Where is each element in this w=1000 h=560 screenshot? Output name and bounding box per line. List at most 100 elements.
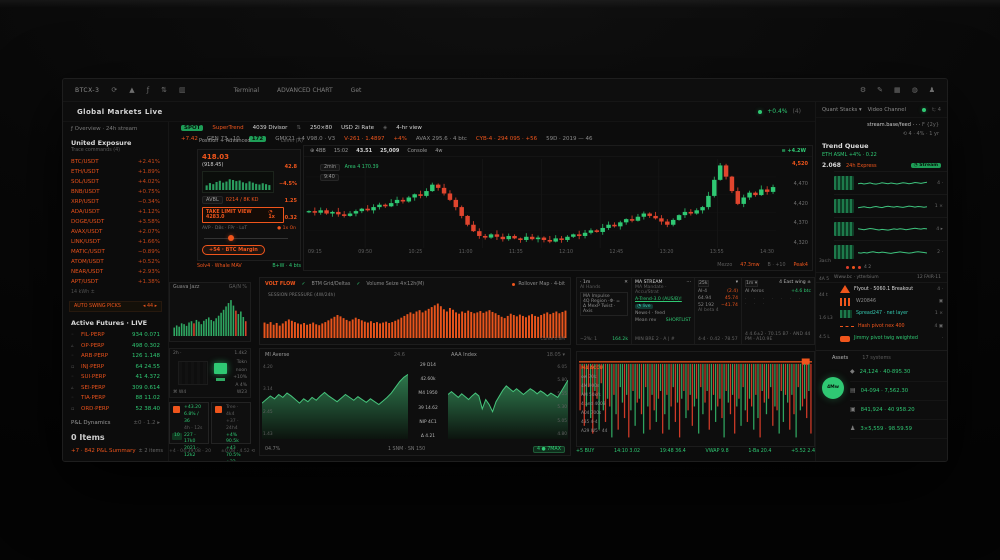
futures-item[interactable]: ◦ TIA·PERP 88 11.02 xyxy=(71,393,160,404)
chart-console-tab[interactable]: Console xyxy=(407,148,428,154)
toolbar-symbol[interactable]: BTCX-3 xyxy=(75,86,100,94)
pnl-row[interactable]: P&L Dynamics ±0 · 1.2 ▸ xyxy=(63,414,168,428)
signal-box[interactable]: MA Impulse 4Q Region ·Φ· = Δ MexP Twist … xyxy=(580,292,628,316)
watchlist-item[interactable]: XRP/USDT −0.34% xyxy=(71,197,160,207)
watchlist-item[interactable]: NEAR/USDT +2.93% xyxy=(71,267,160,277)
chart-plot-area[interactable] xyxy=(306,159,776,248)
watchlist-item[interactable]: LINK/USDT +1.66% xyxy=(71,237,160,247)
watchlist-item[interactable]: ETH/USDT +1.89% xyxy=(71,167,160,177)
futures-item[interactable]: ◦ FIL·PERP 934 0.071 xyxy=(71,330,160,341)
close-icon[interactable]: ✕ xyxy=(624,280,628,285)
watchlist-item[interactable]: MATIC/USDT −0.89% xyxy=(71,247,160,257)
slider-handle[interactable] xyxy=(228,235,235,241)
stat-card-2[interactable]: Tree · 4k4+37 · 24h4+4% 90.5k+43 70.5%+2… xyxy=(211,402,251,461)
volume-meta-1[interactable]: BTM Grid/Deltas xyxy=(311,281,351,287)
volume-bars[interactable] xyxy=(263,292,567,338)
session-chip[interactable]: 9:40 xyxy=(320,174,339,181)
watchlist-item[interactable]: AVAX/USDT +2.07% xyxy=(71,227,160,237)
function-icon[interactable]: ƒ xyxy=(146,86,150,94)
refresh-icon[interactable]: ⟳ xyxy=(111,86,118,94)
edit-icon[interactable]: ✎ xyxy=(877,86,883,94)
ticker-item[interactable]: AVAX 295.6 · 4 btc xyxy=(415,135,467,142)
ticker-item[interactable]: CYB-4 · 294 095 · +56 xyxy=(475,135,538,142)
interval-chip[interactable]: 2min xyxy=(320,164,341,171)
feed-row[interactable]: Spread247 · net layer 1 × xyxy=(840,308,947,320)
tab-1m[interactable]: · 1m xyxy=(580,280,591,285)
trend-link[interactable]: A-Trend-3.0 (AUS/B)! xyxy=(635,297,682,302)
stream-chip[interactable]: ◔ Stream xyxy=(910,163,941,168)
flow-bars[interactable] xyxy=(579,354,812,444)
meanrev-row[interactable]: Mean rev xyxy=(635,318,657,323)
ticker-item[interactable]: V-261 · 1.4897 xyxy=(344,135,385,142)
ticker-item[interactable]: ⇅ xyxy=(296,124,301,131)
stream-row[interactable]: 4 · xyxy=(834,171,947,194)
cursor-icon[interactable]: ▲ xyxy=(129,86,135,94)
limit-order-button[interactable]: TAKE LIMIT VIEW 4283.0 ◔ 1x xyxy=(202,207,284,223)
futures-item[interactable]: ▵ OP·PERP 498 0.302 xyxy=(71,341,160,352)
ticker-item[interactable]: 4039 Divisor xyxy=(252,124,288,131)
depth-row[interactable]: 52 192 −41.74 xyxy=(698,303,738,308)
ticker-item[interactable]: ◈ xyxy=(383,124,388,131)
watchlist-item[interactable]: ATOM/USDT +0.52% xyxy=(71,257,160,267)
depth-mini-chart[interactable] xyxy=(202,171,274,193)
leverage-chip[interactable]: ● 1x On xyxy=(277,226,296,231)
futures-item[interactable]: ▫ ORD·PERP 52 38.40 xyxy=(71,404,160,415)
stat-card-1[interactable]: +43.20 6.8% / 36 4h · 12s 227 · 17k0 2021 · … xyxy=(169,402,209,458)
volume-meta-2[interactable]: Volume Seize 4×12h(M) xyxy=(366,281,425,287)
ticker-item[interactable]: SPOT xyxy=(181,124,204,131)
video-channel-link[interactable]: Video Channel xyxy=(867,106,906,113)
avatar[interactable]: 4Mw xyxy=(822,376,844,399)
auto-swing-banner[interactable]: AUTO SWING PICKS ◂ 44 ▸ xyxy=(69,301,162,312)
menu-get[interactable]: Get xyxy=(350,86,362,94)
futures-item[interactable]: ▫ INJ·PERP 64 24.55 xyxy=(71,362,160,373)
left-area-series[interactable] xyxy=(262,361,408,439)
watchlist-item[interactable]: BNB/USDT +0.75% xyxy=(71,187,160,197)
chart-symbol[interactable]: ⊕ 4BB xyxy=(310,148,326,154)
banner-pager[interactable]: ◂ 44 ▸ xyxy=(143,304,157,309)
sort-icon[interactable]: ⇅ xyxy=(161,86,168,94)
size-slider[interactable] xyxy=(202,235,296,242)
ticker-item[interactable]: GEN 73 · 10 xyxy=(206,135,240,142)
watchlist-item[interactable]: SOL/USDT +4.02% xyxy=(71,177,160,187)
more-icon[interactable]: ⋯ xyxy=(686,280,691,285)
depth-row[interactable]: 64.94 45.74 xyxy=(698,296,738,301)
watchlist-item[interactable]: DOGE/USDT +3.58% xyxy=(71,217,160,227)
globe-icon[interactable]: ◍ xyxy=(911,86,918,94)
stream-row[interactable]: 4 ▸ xyxy=(834,217,947,240)
stream-row[interactable]: 2 · xyxy=(834,240,947,263)
ticker-item[interactable]: 59D · 2019 — 46 xyxy=(546,135,593,142)
caret-down-icon[interactable]: ▾ xyxy=(735,280,738,285)
watchlist-item[interactable]: APT/USDT +1.38% xyxy=(71,277,160,287)
chart-timeframe[interactable]: 4w xyxy=(435,148,443,154)
account-row[interactable]: ♟ 3×5,559 · 98.59.59 xyxy=(850,420,947,439)
quant-stacks-menu[interactable]: Quant Stacks ▾ xyxy=(822,106,862,113)
breadth-bars[interactable] xyxy=(173,292,247,336)
gear-icon[interactable]: ⚙ xyxy=(859,86,867,94)
futures-item[interactable]: ◦ ARB·PERP 126 1.148 xyxy=(71,351,160,362)
right-area-dropdown[interactable]: 18.05 ▾ xyxy=(546,352,565,358)
layout-icon[interactable]: ▥ xyxy=(179,86,186,94)
ticker-item[interactable]: GMX21 +4 V98.0 · V3 xyxy=(275,135,336,142)
feed-row[interactable]: Jimmy pivot twig weighted · xyxy=(840,333,947,345)
watchlist-item[interactable]: ADA/USDT +1.12% xyxy=(71,207,160,217)
ticker-item[interactable]: SuperTrend xyxy=(212,124,244,131)
ticker-item[interactable]: 250×80 xyxy=(310,124,333,131)
depth-select[interactable]: 25k xyxy=(698,280,709,287)
stream-row[interactable]: 1 × xyxy=(834,194,947,217)
submit-order-button[interactable]: +54 · BTC Margin xyxy=(202,245,265,255)
futures-item[interactable]: ▵ SEI·PERP 309 0.614 xyxy=(71,383,160,394)
depth-row[interactable]: AI-4 (2.4) xyxy=(698,289,738,294)
news-row[interactable]: News-I · feed xyxy=(635,311,665,316)
ticker-item[interactable]: USD 2i Rate xyxy=(341,124,374,131)
ticker-item[interactable]: 172 xyxy=(248,135,267,142)
feed-row[interactable]: Hash pivot nex 400 4 ▣ xyxy=(840,320,947,332)
order-panel-mode[interactable]: · Level (A) xyxy=(277,138,303,144)
feed-row[interactable]: Flyout · 5060.1 Breakout 4 · xyxy=(840,283,947,295)
ticker-item[interactable]: +4% xyxy=(393,135,407,142)
ticker-item[interactable]: +7.42 xyxy=(181,135,198,142)
feed-row[interactable]: W20846 ▣ xyxy=(840,295,947,307)
watchlist-item[interactable]: BTC/USDT +2.41% xyxy=(71,157,160,167)
menu-terminal[interactable]: Terminal xyxy=(233,86,260,94)
menu-advanced-chart[interactable]: ADVANCED CHART xyxy=(277,86,333,94)
user-icon[interactable]: ♟ xyxy=(928,86,935,94)
